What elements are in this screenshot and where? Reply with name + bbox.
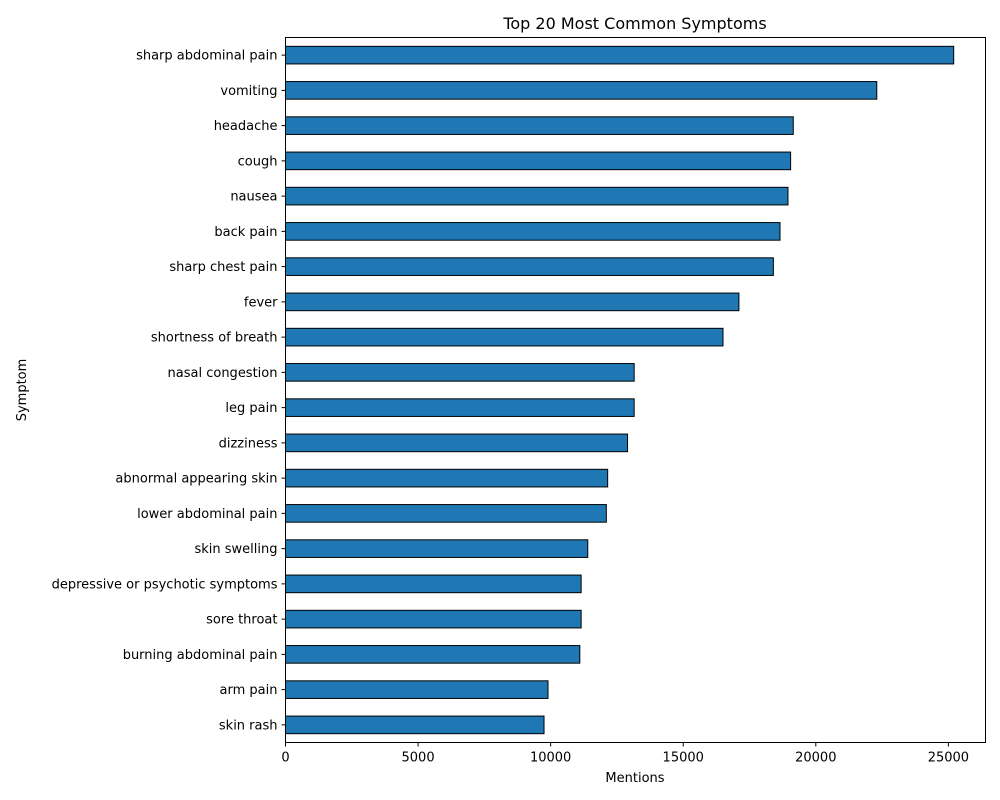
bar [285, 81, 878, 100]
y-tick-label: lower abdominal pain [137, 507, 277, 522]
bar [285, 680, 549, 699]
y-tick-group: sharp abdominal pain vomiting headache coug… [52, 49, 286, 733]
x-tick-label: 20000 [795, 751, 836, 766]
y-tick-label: vomiting [220, 84, 277, 99]
y-tick-label: sharp abdominal pain [136, 49, 277, 64]
y-tick-label: arm pain [220, 683, 278, 698]
bar [285, 257, 774, 276]
plot-frame [285, 37, 986, 743]
x-tick-label: 5000 [402, 751, 435, 766]
y-tick-label: dizziness [219, 436, 278, 451]
bar [285, 292, 740, 312]
bar [285, 539, 589, 558]
y-tick-label: skin rash [219, 718, 278, 733]
bar [285, 151, 792, 171]
y-tick-label: back pain [214, 225, 277, 240]
y-tick-label: headache [214, 119, 278, 134]
chart-title: Top 20 Most Common Symptoms [502, 14, 766, 33]
y-tick-label: fever [244, 295, 278, 310]
bar [285, 504, 607, 523]
y-tick-label: leg pain [225, 401, 277, 416]
y-tick-label: nasal congestion [168, 366, 278, 381]
y-tick-label: nausea [230, 190, 277, 205]
bars-group [285, 45, 955, 735]
x-tick-label: 10000 [530, 751, 571, 766]
y-tick-label: abnormal appearing skin [115, 472, 277, 487]
bar [285, 116, 794, 135]
bar [285, 609, 582, 629]
y-tick-label: shortness of breath [151, 331, 278, 346]
bar [285, 363, 635, 382]
y-tick-label: skin swelling [194, 542, 277, 557]
y-tick-label: cough [238, 154, 278, 169]
bar [285, 715, 545, 735]
bar [285, 468, 609, 488]
bar [285, 433, 629, 453]
bar [285, 327, 724, 347]
bar [285, 574, 582, 594]
x-tick-label: 25000 [928, 751, 969, 766]
x-axis-label: Mentions [605, 771, 664, 786]
bar [285, 186, 789, 206]
bar [285, 222, 781, 241]
x-tick-group: 0 5000 10000 15000 20000 25000 [281, 742, 969, 766]
bar [285, 398, 635, 417]
y-tick-label: sharp chest pain [169, 260, 277, 275]
bar [285, 45, 955, 65]
y-tick-label: burning abdominal pain [123, 648, 278, 663]
x-tick-label: 0 [281, 751, 289, 766]
y-tick-label: depressive or psychotic symptoms [52, 577, 278, 592]
x-tick-label: 15000 [663, 751, 704, 766]
bar [285, 645, 581, 664]
y-axis-label: Symptom [15, 359, 30, 422]
y-tick-label: sore throat [206, 613, 277, 628]
